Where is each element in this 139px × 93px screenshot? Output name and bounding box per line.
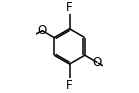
Text: F: F (66, 79, 73, 92)
Text: F: F (66, 1, 73, 14)
Text: O: O (93, 56, 102, 69)
Text: O: O (37, 24, 46, 37)
